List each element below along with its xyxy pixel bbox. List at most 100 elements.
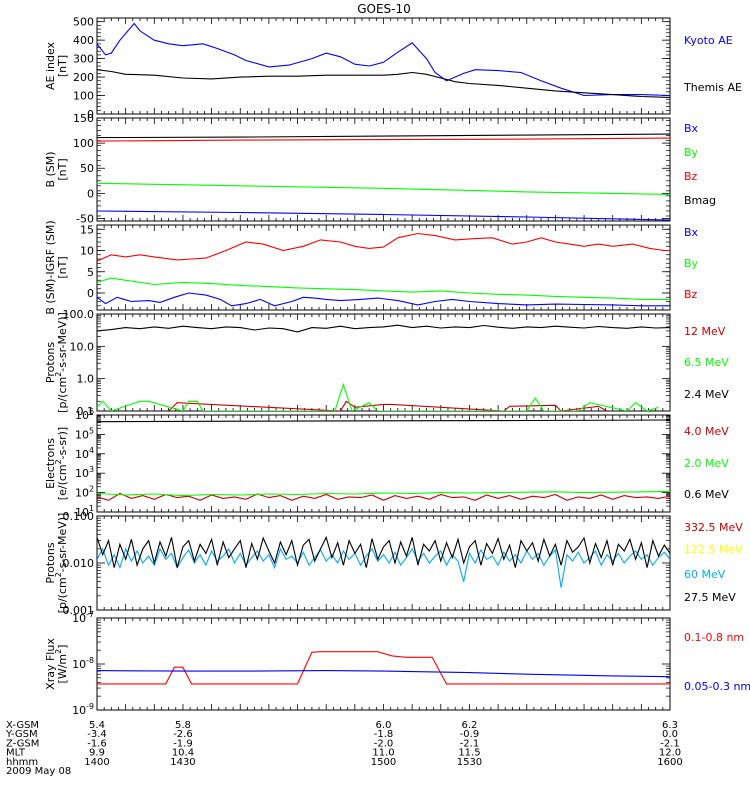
y-axis-label: [nT] [56, 55, 69, 77]
panel-xray: 10-9 10-8 10-7 Xray Flux [W/m2] 0.1-0.8 nm 0.0… [44, 610, 750, 717]
x-tick-value: -3.4 [87, 729, 107, 740]
y-tick-label: 0 [87, 287, 94, 300]
panel-frame [96, 313, 671, 412]
y-tick-label: 200 [73, 71, 94, 84]
y-tick-label: 102 [75, 485, 94, 500]
legend-label: Bx [684, 226, 699, 239]
panel-bsm: -50 0 50 100 150 B (SM) [nT] Bx By Bz Bmag [44, 112, 716, 225]
y-tick-label: 150 [73, 112, 94, 125]
y-axis-label: [W/m2] [54, 645, 69, 684]
panel-frame [96, 17, 671, 115]
y-axis-label: Xray Flux [44, 638, 57, 690]
y-tick-label: 15 [80, 223, 94, 236]
legend-label: Themis AE [683, 81, 742, 94]
y-tick-label: -50 [76, 212, 94, 225]
x-tick-value: 0.0 [662, 729, 678, 740]
series-line-by [97, 182, 670, 195]
panel-frame [96, 117, 671, 222]
series-line-2-0-mev [97, 490, 670, 497]
y-axis-label: [nT] [56, 256, 69, 278]
x-tick-value: 11.5 [458, 748, 480, 759]
y-axis-label: [e/(cm2-s-sr)] [54, 427, 69, 500]
x-tick-value: 6.3 [662, 720, 678, 731]
x-row-label: Z-GSM [6, 738, 39, 749]
y-tick-label: 10-8 [72, 656, 94, 671]
legend-label: 0.05-0.3 nm [684, 680, 750, 693]
legend-label: 60 MeV [684, 568, 726, 581]
x-tick-value: 6.2 [461, 720, 477, 731]
y-tick-label: 105 [75, 426, 94, 441]
legend-label: By [684, 146, 699, 159]
x-tick-value: 1600 [657, 757, 682, 768]
y-tick-label: 10-9 [72, 702, 94, 717]
series-line-4-0-mev [97, 492, 670, 501]
series-line-0-05-0-3-nm [97, 670, 670, 678]
x-tick-value: 1400 [84, 757, 109, 768]
y-tick-label: 300 [73, 53, 94, 66]
y-axis-label: B (SM)-IGRF (SM) [44, 220, 57, 314]
x-tick-value: 11.0 [372, 748, 394, 759]
y-tick-label: 106 [75, 407, 94, 422]
series-line-0-6-mev [97, 419, 670, 423]
series-line-bx [97, 292, 670, 307]
x-tick-value: -1.9 [173, 738, 193, 749]
y-tick-label: 50 [80, 162, 94, 175]
y-tick-label: 5 [87, 266, 94, 279]
legend-label: 0.6 MeV [684, 488, 729, 501]
y-tick-label: 104 [75, 446, 94, 461]
y-axis-label: [nT] [56, 158, 69, 180]
date-label: 2009 May 08 [6, 766, 71, 777]
x-tick-value: -2.6 [173, 729, 193, 740]
x-row-label: X-GSM [6, 720, 39, 731]
legend-label: Bz [684, 170, 698, 183]
panel-frame [96, 617, 671, 711]
x-tick-value: -2.1 [660, 738, 680, 749]
x-tick-value: 9.9 [89, 748, 105, 759]
x-row-label: hhmm [6, 757, 38, 768]
y-tick-label: 10-7 [72, 610, 94, 625]
panel-electrons: 101 102 103 104 105 106 Electrons [e/(cm2-s-sr)… [44, 407, 729, 519]
x-row-label: MLT [6, 748, 26, 759]
y-tick-label: 0 [87, 187, 94, 200]
legend-label: 2.0 MeV [684, 457, 729, 470]
x-tick-value: 5.8 [175, 720, 191, 731]
series-line-kyoto-ae [97, 22, 670, 97]
x-tick-value: 10.4 [172, 748, 194, 759]
series-line-by [97, 277, 670, 300]
y-tick-label: 0 [87, 108, 94, 121]
legend-label: By [684, 257, 699, 270]
series-line-themis-ae [97, 69, 670, 98]
series-line-bx [97, 210, 670, 221]
y-axis-label: Protons [44, 542, 57, 583]
x-axis-table: X-GSM 5.4 5.8 6.0 6.2 6.3 Y-GSM -3.4 -2.6 -1.8 -0.… [5, 720, 683, 777]
x-tick-value: -2.0 [374, 738, 394, 749]
series-line-6-5-mev [97, 382, 659, 411]
x-tick-value: -1.8 [374, 729, 394, 740]
panel-bigrf: 0 5 10 15 B (SM)-IGRF (SM) [nT] Bx By Bz [44, 220, 699, 314]
y-tick-label: 0.1 [77, 405, 95, 418]
series-line-27-5-mev [97, 535, 670, 568]
x-tick-value: 5.4 [89, 720, 105, 731]
legend-label: Bz [684, 288, 698, 301]
y-axis-label: AE index [44, 41, 57, 90]
y-axis-label: Electrons [44, 438, 57, 489]
y-tick-label: 400 [73, 34, 94, 47]
series-line-12-mev [168, 400, 608, 411]
panel-protons2: 0.001 0.010 0.100 Protons[p/(cm2-s-sr-MeV)]… [44, 510, 743, 617]
y-tick-label: 101 [75, 504, 94, 519]
y-tick-label: 1.0 [77, 373, 95, 386]
legend-label: 0.1-0.8 nm [684, 631, 744, 644]
series-line-60-mev [97, 547, 670, 588]
legend-label: Bx [684, 122, 699, 135]
x-tick-value: 6.0 [376, 720, 392, 731]
legend-label: 2.4 MeV [684, 388, 729, 401]
series-line-0-1-0-8-nm [97, 651, 670, 685]
y-tick-label: 100 [73, 90, 94, 103]
y-axis-label: Protons [44, 342, 57, 383]
x-tick-value: 1430 [170, 757, 195, 768]
legend-label: 4.0 MeV [684, 425, 729, 438]
y-tick-label: 0.001 [63, 604, 95, 617]
legend-label: 6.5 MeV [684, 356, 729, 369]
legend-label: 122.5 MeV [684, 543, 743, 556]
